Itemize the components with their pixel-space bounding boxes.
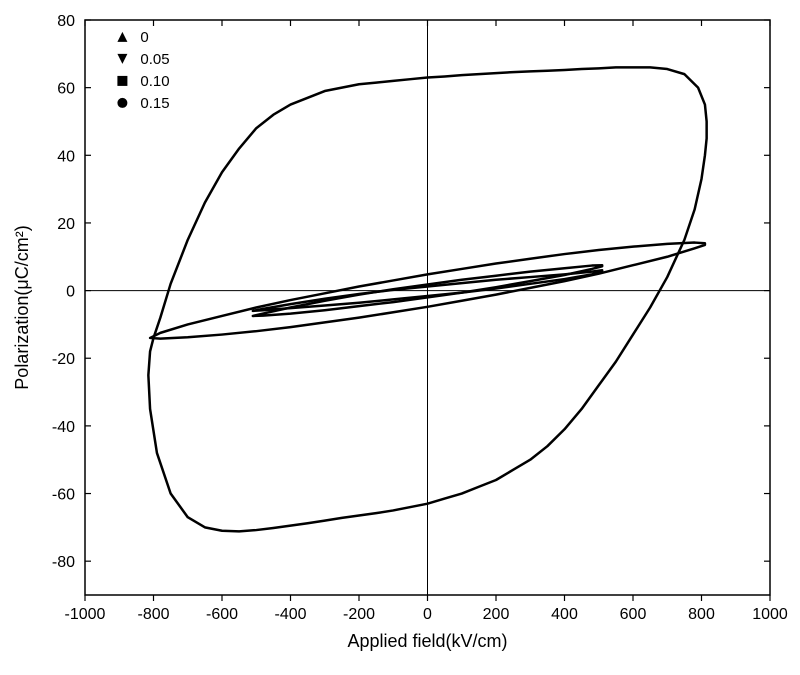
x-tick-label: 1000 <box>752 606 788 623</box>
x-tick-label: -1000 <box>65 606 106 623</box>
y-tick-label: 0 <box>66 284 75 301</box>
x-tick-label: 400 <box>551 606 578 623</box>
y-tick-label: -40 <box>52 419 75 436</box>
x-axis-label: Applied field(kV/cm) <box>347 631 507 651</box>
y-tick-label: 80 <box>57 13 75 30</box>
x-tick-label: -600 <box>206 606 238 623</box>
x-tick-label: 600 <box>620 606 647 623</box>
x-tick-label: 0 <box>423 606 432 623</box>
y-tick-label: 40 <box>57 148 75 165</box>
y-tick-label: 20 <box>57 216 75 233</box>
y-tick-label: 60 <box>57 81 75 98</box>
x-tick-label: 800 <box>688 606 715 623</box>
y-tick-label: -20 <box>52 351 75 368</box>
y-tick-label: -80 <box>52 554 75 571</box>
legend-item-label: 0.10 <box>140 73 169 90</box>
legend-item-label: 0.05 <box>140 51 169 68</box>
x-tick-label: -800 <box>137 606 169 623</box>
hysteresis-chart: -1000-800-600-400-20002004006008001000-8… <box>0 0 800 675</box>
legend-item-label: 0 <box>140 29 148 46</box>
x-tick-label: -400 <box>274 606 306 623</box>
y-axis-label: Polarization(μC/cm²) <box>12 225 32 389</box>
x-tick-label: 200 <box>483 606 510 623</box>
legend-item-label: 0.15 <box>140 95 169 112</box>
x-tick-label: -200 <box>343 606 375 623</box>
y-tick-label: -60 <box>52 487 75 504</box>
